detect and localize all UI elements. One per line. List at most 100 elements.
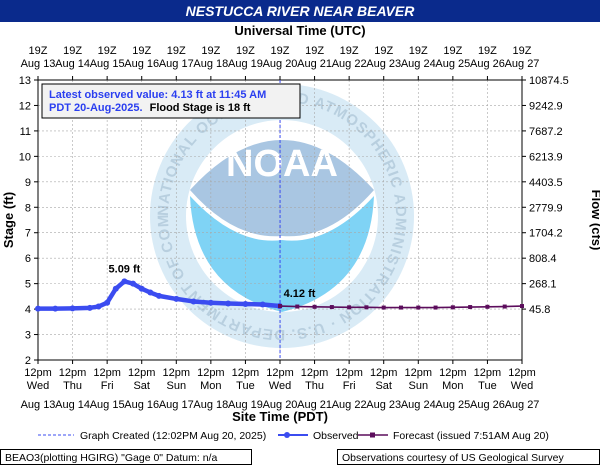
- observed-point: [95, 303, 102, 310]
- stage-tick-label: 13: [19, 75, 31, 87]
- top-tick-time: 19Z: [374, 45, 393, 57]
- bottom-tick-time: 12pm: [163, 367, 191, 379]
- top-tick-date: Aug 18: [193, 58, 228, 70]
- top-tick-date: Aug 15: [90, 58, 125, 70]
- bottom-tick-time: 12pm: [197, 367, 225, 379]
- bottom-tick-date: Aug 13: [21, 399, 56, 411]
- stage-tick-label: 11: [20, 126, 31, 138]
- top-tick-date: Aug 21: [297, 58, 332, 70]
- bottom-tick-date: Aug 18: [193, 399, 228, 411]
- bottom-tick-time: 12pm: [439, 367, 467, 379]
- bottom-tick-date: Aug 14: [55, 399, 90, 411]
- logo-sea: [190, 196, 374, 312]
- bottom-tick-day: Sat: [133, 380, 150, 392]
- right-axis-title: Flow (cfs): [589, 190, 600, 251]
- observed-point: [138, 285, 145, 292]
- bottom-tick-date: Aug 22: [332, 399, 367, 411]
- observed-point: [86, 304, 93, 311]
- bottom-tick-day: Tue: [236, 380, 255, 392]
- legend-forecast-marker: [370, 432, 375, 438]
- observed-point: [35, 305, 41, 312]
- top-tick-date: Aug 24: [401, 58, 436, 70]
- bottom-tick-date: Aug 25: [435, 399, 470, 411]
- bottom-axis-title: Site Time (PDT): [232, 409, 328, 424]
- flow-tick-label: 10874.5: [529, 75, 569, 87]
- axis-ticks: 2 3 4 5 6 7 8 9 10 11 12 13 10874.5 9242.9 7687.2 6213.…: [19, 45, 569, 411]
- observed-point: [52, 305, 59, 312]
- flow-tick-label: 2779.9: [529, 202, 563, 214]
- top-tick-time: 19Z: [63, 45, 82, 57]
- observed-point: [190, 298, 197, 305]
- top-tick-time: 19Z: [443, 45, 462, 57]
- observed-point: [104, 299, 111, 306]
- top-tick-date: Aug 23: [366, 58, 401, 70]
- forecast-point: [450, 305, 455, 310]
- legend: Graph Created (12:02PM Aug 20, 2025) Obs…: [38, 430, 549, 442]
- bottom-tick-day: Sun: [166, 380, 186, 392]
- forecast-point: [416, 305, 421, 310]
- legend-graph-created: Graph Created (12:02PM Aug 20, 2025): [80, 430, 266, 442]
- top-tick-date: Aug 19: [228, 58, 263, 70]
- stage-tick-label: 9: [25, 177, 31, 189]
- forecast-point: [485, 304, 490, 309]
- flow-tick-label: 4403.5: [529, 177, 563, 189]
- top-tick-date: Aug 22: [332, 58, 367, 70]
- bottom-tick-date: Aug 23: [366, 399, 401, 411]
- bottom-tick-time: 12pm: [335, 367, 363, 379]
- latest-value-box: Latest observed value: 4.13 ft at 11:45 …: [41, 83, 301, 119]
- stage-tick-label: 8: [25, 202, 31, 214]
- top-tick-time: 19Z: [201, 45, 220, 57]
- bottom-tick-day: Fri: [343, 380, 356, 392]
- flow-tick-label: 808.4: [529, 253, 557, 265]
- bottom-tick-date: Aug 19: [228, 399, 263, 411]
- forecast-point: [468, 305, 473, 310]
- top-axis-title: Universal Time (UTC): [234, 23, 365, 38]
- forecast-point: [364, 305, 369, 310]
- bottom-tick-date: Aug 17: [159, 399, 194, 411]
- stage-tick-label: 2: [25, 355, 31, 367]
- stage-tick-label: 12: [19, 100, 31, 112]
- stage-tick-label: 6: [25, 253, 31, 265]
- observed-point: [225, 300, 232, 307]
- footer-courtesy: Observations courtesy of US Geological S…: [342, 452, 565, 464]
- top-tick-time: 19Z: [513, 45, 532, 57]
- bottom-tick-day: Sun: [408, 380, 428, 392]
- observed-point: [259, 301, 266, 308]
- forecast-point: [433, 305, 438, 310]
- bottom-tick-day: Mon: [442, 380, 463, 392]
- flow-tick-label: 1704.2: [529, 228, 563, 240]
- info-line-2: PDT 20-Aug-2025. Flood Stage is 18 ft: [49, 102, 251, 114]
- top-tick-time: 19Z: [305, 45, 324, 57]
- observed-point: [147, 289, 154, 296]
- top-tick-time: 19Z: [409, 45, 428, 57]
- bottom-tick-date: Aug 16: [124, 399, 159, 411]
- bottom-tick-time: 12pm: [508, 367, 536, 379]
- stage-tick-label: 5: [25, 279, 31, 291]
- bottom-tick-day: Tue: [478, 380, 497, 392]
- bottom-tick-date: Aug 27: [505, 399, 540, 411]
- stage-tick-label: 10: [19, 151, 31, 163]
- forecast-point: [329, 305, 334, 310]
- top-tick-date: Aug 16: [124, 58, 159, 70]
- bottom-tick-date: Aug 24: [401, 399, 436, 411]
- top-tick-time: 19Z: [340, 45, 359, 57]
- top-tick-time: 19Z: [271, 45, 290, 57]
- top-tick-date: Aug 20: [263, 58, 298, 70]
- observed-point: [207, 299, 214, 306]
- bottom-tick-day: Wed: [269, 380, 291, 392]
- forecast-point: [520, 304, 524, 309]
- bottom-tick-day: Mon: [200, 380, 221, 392]
- forecast-point: [399, 305, 403, 310]
- top-tick-time: 19Z: [98, 45, 117, 57]
- flow-tick-label: 9242.9: [529, 100, 563, 112]
- top-tick-time: 19Z: [132, 45, 151, 57]
- peak-label: 5.09 ft: [109, 263, 141, 275]
- stage-tick-label: 4: [25, 304, 31, 316]
- title-bar: [0, 0, 600, 22]
- info-flood-stage: Flood Stage is 18 ft: [150, 102, 251, 114]
- bottom-tick-day: Sat: [375, 380, 392, 392]
- flow-tick-label: 7687.2: [529, 126, 563, 138]
- observed-point: [130, 280, 137, 287]
- bottom-tick-day: Wed: [27, 380, 49, 392]
